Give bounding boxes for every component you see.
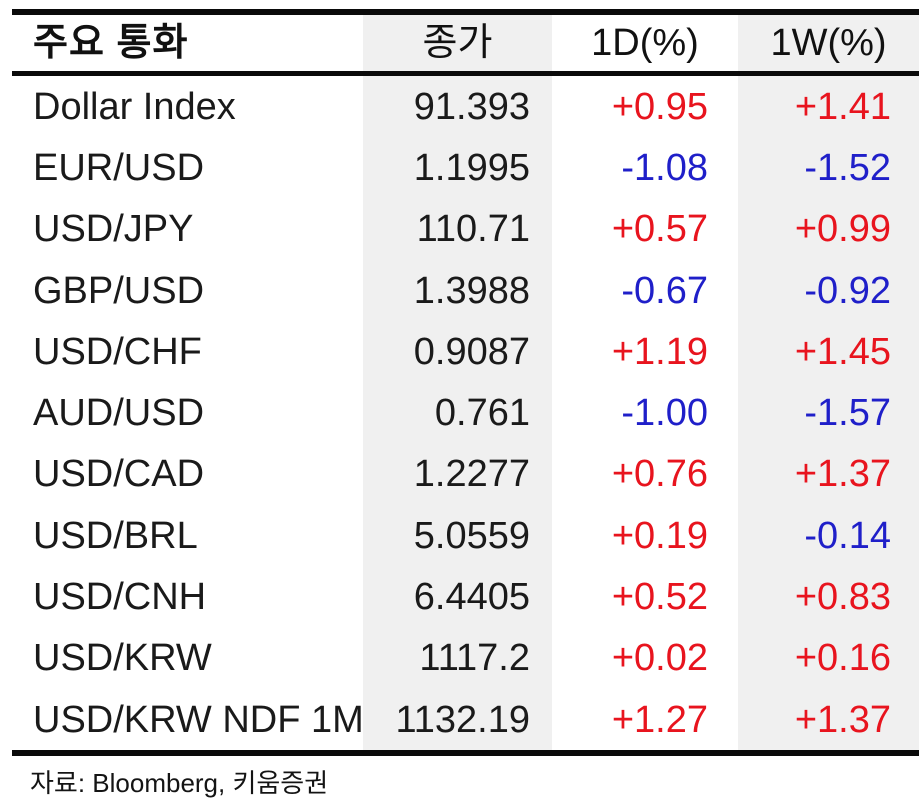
change-1w-cell: -0.14	[738, 505, 919, 567]
change-1d-cell: +0.52	[611, 576, 708, 619]
currency-name-cell: USD/JPY	[33, 208, 194, 251]
change-1w-cell: -1.52	[738, 137, 919, 199]
change-1d-cell: +0.57	[611, 208, 708, 251]
table-row: USD/CNH 6.4405 +0.52 +0.83	[12, 566, 919, 628]
change-1d-cell: +0.19	[611, 514, 708, 557]
change-1w-cell: +1.37	[738, 443, 919, 506]
change-1w-cell: +0.16	[738, 627, 919, 689]
close-price-cell: 110.71	[363, 198, 552, 260]
fx-rates-table: 주요 통화 종가 1D(%) 1W(%) Dollar Index 91.393…	[12, 9, 919, 757]
table-row: USD/KRW 1117.2 +0.02 +0.16	[12, 627, 919, 689]
close-price-cell: 91.393	[363, 76, 552, 138]
currency-name-cell: USD/KRW NDF 1M	[33, 698, 363, 741]
close-price-cell: 1117.2	[363, 627, 552, 689]
header-1d: 1D(%)	[591, 22, 699, 64]
currency-name-cell: EUR/USD	[33, 146, 205, 189]
change-1w-cell: +0.83	[738, 566, 919, 628]
change-1d-cell: +1.27	[611, 698, 708, 741]
change-1d-cell: +0.02	[611, 637, 708, 680]
change-1w-cell: +1.37	[738, 688, 919, 751]
currency-name-cell: USD/CHF	[33, 330, 202, 373]
table-body: Dollar Index 91.393 +0.95 +1.41 EUR/USD …	[12, 76, 919, 751]
change-1w-cell: -1.57	[738, 382, 919, 444]
close-price-cell: 1.2277	[363, 443, 552, 506]
header-close: 종가	[363, 15, 552, 71]
table-row: Dollar Index 91.393 +0.95 +1.41	[12, 76, 919, 138]
currency-name-cell: GBP/USD	[33, 269, 205, 312]
currency-name-cell: USD/KRW	[33, 637, 212, 680]
currency-name-cell: Dollar Index	[33, 85, 236, 128]
close-price-cell: 0.9087	[363, 321, 552, 383]
table-row: USD/CHF 0.9087 +1.19 +1.45	[12, 321, 919, 383]
close-price-cell: 1132.19	[363, 688, 552, 751]
change-1d-cell: -1.00	[621, 392, 708, 435]
currency-name-cell: AUD/USD	[33, 392, 205, 435]
source-note: 자료: Bloomberg, 키움증권	[30, 768, 329, 798]
close-price-cell: 6.4405	[363, 566, 552, 628]
close-price-cell: 5.0559	[363, 505, 552, 567]
change-1d-cell: +0.76	[611, 453, 708, 496]
table-row: USD/CAD 1.2277 +0.76 +1.37	[12, 443, 919, 506]
header-1w: 1W(%)	[738, 15, 919, 71]
change-1w-cell: +0.99	[738, 198, 919, 260]
close-price-cell: 1.3988	[363, 259, 552, 322]
table-row: USD/JPY 110.71 +0.57 +0.99	[12, 198, 919, 260]
table-header-row: 주요 통화 종가 1D(%) 1W(%)	[12, 15, 919, 76]
change-1w-cell: -0.92	[738, 259, 919, 322]
change-1w-cell: +1.41	[738, 76, 919, 138]
currency-name-cell: USD/CNH	[33, 576, 207, 619]
table-row: EUR/USD 1.1995 -1.08 -1.52	[12, 137, 919, 199]
table-row: AUD/USD 0.761 -1.00 -1.57	[12, 382, 919, 444]
table-row: USD/KRW NDF 1M 1132.19 +1.27 +1.37	[12, 688, 919, 751]
currency-name-cell: USD/BRL	[33, 514, 198, 557]
table-row: GBP/USD 1.3988 -0.67 -0.92	[12, 259, 919, 322]
table-row: USD/BRL 5.0559 +0.19 -0.14	[12, 505, 919, 567]
change-1d-cell: -0.67	[621, 269, 708, 312]
change-1w-cell: +1.45	[738, 321, 919, 383]
header-currency: 주요 통화	[33, 22, 189, 64]
change-1d-cell: +1.19	[611, 330, 708, 373]
close-price-cell: 1.1995	[363, 137, 552, 199]
currency-name-cell: USD/CAD	[33, 453, 205, 496]
change-1d-cell: +0.95	[611, 85, 708, 128]
change-1d-cell: -1.08	[621, 146, 708, 189]
close-price-cell: 0.761	[363, 382, 552, 444]
